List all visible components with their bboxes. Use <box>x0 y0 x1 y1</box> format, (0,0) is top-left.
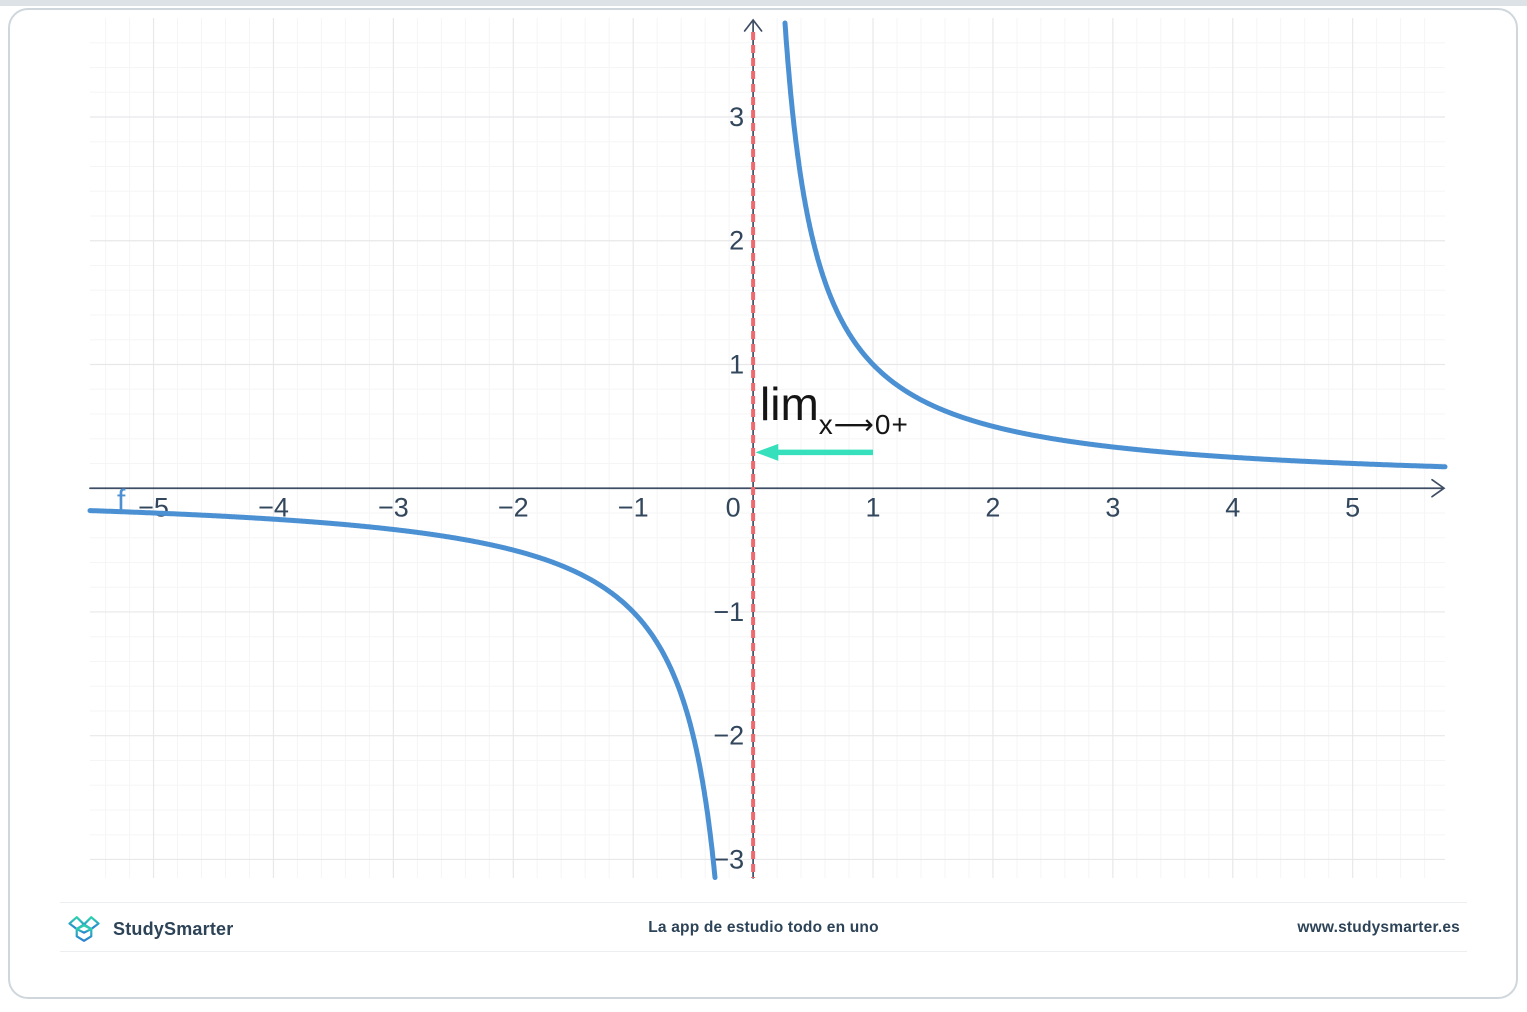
website-url: www.studysmarter.es <box>1297 919 1460 936</box>
footer-divider-top <box>60 902 1467 903</box>
top-edge-strip <box>0 0 1527 6</box>
limit-annotation: limx⟶0+ <box>760 381 909 451</box>
footer-tagline: La app de estudio todo en uno <box>648 919 879 936</box>
studysmarter-logo-icon <box>68 916 100 942</box>
content-card <box>8 8 1518 999</box>
brand-name: StudySmarter <box>113 918 234 939</box>
limit-annotation-subscript: x⟶0+ <box>818 409 909 440</box>
footer-divider-bottom <box>60 951 1467 952</box>
brand-group: StudySmarter <box>64 906 233 952</box>
limit-annotation-main: lim <box>760 378 819 430</box>
